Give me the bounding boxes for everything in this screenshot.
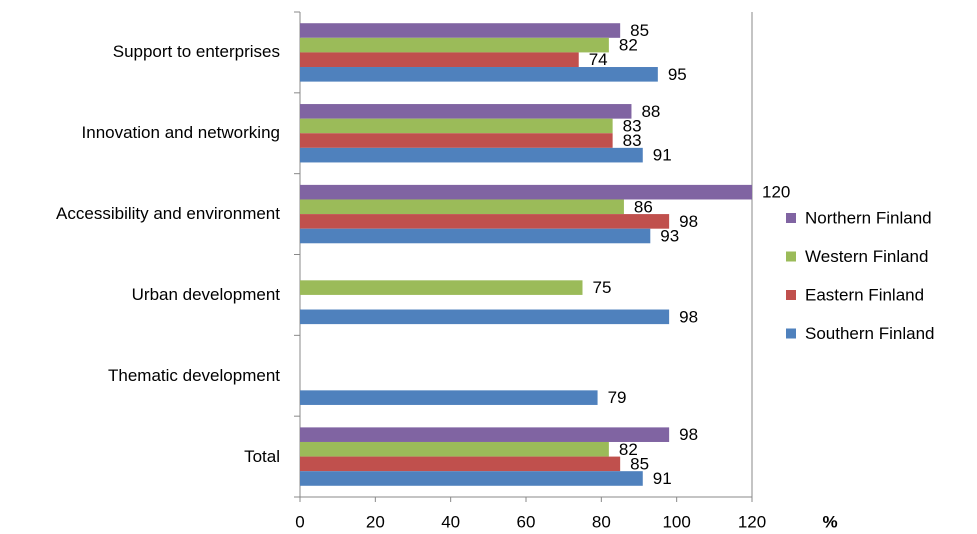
bar <box>300 104 632 119</box>
y-tick-label: Innovation and networking <box>81 123 280 143</box>
bar <box>300 427 670 442</box>
bar <box>300 280 583 295</box>
legend-swatch <box>786 328 796 339</box>
data-label: 86 <box>634 197 653 216</box>
legend-label: Western Finland <box>805 247 928 266</box>
y-tick-label-box: Accessibility and environment <box>0 184 280 244</box>
data-label: 98 <box>679 425 698 444</box>
y-tick-label-box: Support to enterprises <box>0 22 280 82</box>
legend-swatch <box>786 213 796 223</box>
x-tick-label: 120 <box>738 512 766 531</box>
y-tick-label: Thematic development <box>108 365 280 385</box>
data-label: 79 <box>608 388 627 407</box>
data-label: 95 <box>668 65 687 84</box>
x-tick-label: 80 <box>592 512 611 531</box>
y-tick-label: Urban development <box>131 284 280 304</box>
y-tick-label-box: Innovation and networking <box>0 103 280 163</box>
data-label: 83 <box>623 131 642 150</box>
bar <box>300 133 613 148</box>
data-label: 74 <box>589 50 608 69</box>
data-label: 93 <box>660 226 679 245</box>
y-tick-label: Accessibility and environment <box>56 204 280 224</box>
data-label: 91 <box>653 146 672 165</box>
data-label: 91 <box>653 469 672 488</box>
x-tick-label: 0 <box>295 512 304 531</box>
data-label: 75 <box>593 278 612 297</box>
bar <box>300 214 670 229</box>
legend-label: Southern Finland <box>805 324 934 343</box>
data-label: 83 <box>623 116 642 135</box>
bar <box>300 441 609 457</box>
legend-swatch <box>786 290 796 300</box>
y-tick-label-box: Total <box>0 427 280 487</box>
x-axis-label: % <box>822 512 837 531</box>
data-label: 88 <box>641 102 660 121</box>
data-label: 98 <box>679 307 698 326</box>
bar <box>300 456 621 472</box>
data-label: 85 <box>630 21 649 40</box>
bar <box>300 147 643 163</box>
y-tick-label: Support to enterprises <box>112 42 280 62</box>
legend-label: Northern Finland <box>805 208 932 227</box>
data-label: 98 <box>679 212 698 231</box>
bar <box>300 471 643 486</box>
legend-label: Eastern Finland <box>805 285 924 304</box>
x-tick-label: 100 <box>662 512 690 531</box>
data-label: 82 <box>619 36 638 55</box>
bar <box>300 228 651 244</box>
bar <box>300 390 598 405</box>
bar <box>300 199 624 215</box>
bar <box>300 37 609 53</box>
data-label: 85 <box>630 454 649 473</box>
x-tick-label: 60 <box>517 512 536 531</box>
y-tick-label: Total <box>244 446 280 466</box>
data-label: 120 <box>762 183 790 202</box>
legend-swatch <box>786 251 796 262</box>
y-tick-label-box: Urban development <box>0 265 280 325</box>
x-tick-label: 20 <box>366 512 385 531</box>
bar <box>300 118 613 134</box>
bar <box>300 309 670 325</box>
bar <box>300 67 658 82</box>
y-tick-label-box: Thematic development <box>0 346 280 406</box>
data-label: 82 <box>619 440 638 459</box>
bar <box>300 52 579 68</box>
x-tick-label: 40 <box>441 512 460 531</box>
bar <box>300 23 621 38</box>
bar <box>300 184 752 200</box>
